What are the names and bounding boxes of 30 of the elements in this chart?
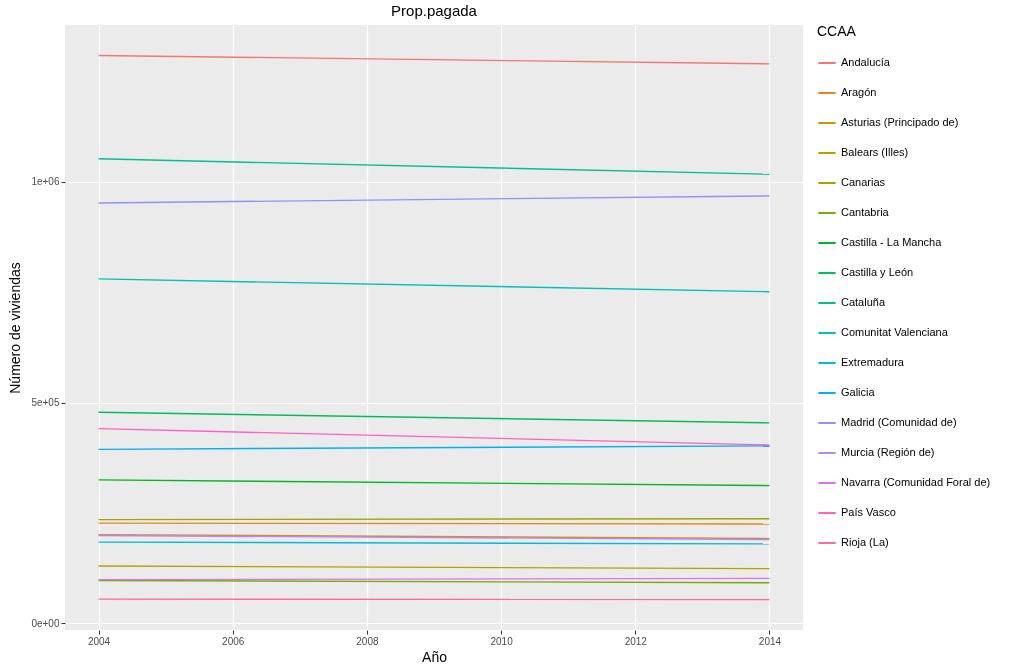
chart-title: Prop.pagada [391, 2, 478, 19]
x-tick-label: 2004 [87, 635, 111, 647]
legend-label: Galicia [841, 386, 876, 398]
y-tick-label: 0e+00 [31, 617, 60, 629]
y-axis-title: Número de viviendas [7, 262, 24, 394]
legend-label: Andalucía [841, 56, 891, 68]
legend-label: Balears (Illes) [841, 146, 909, 158]
legend-title: CCAA [817, 23, 857, 39]
x-tick-label: 2006 [222, 635, 245, 647]
y-tick-label: 1e+06 [31, 176, 60, 188]
legend-label: País Vasco [841, 506, 896, 518]
x-tick-label: 2014 [758, 635, 782, 647]
x-tick-label: 2012 [624, 635, 648, 647]
legend-label: Cantabria [841, 206, 890, 218]
y-tick-label: 5e+05 [31, 397, 60, 409]
legend-label: Asturias (Principado de) [841, 116, 959, 128]
legend-label: Navarra (Comunidad Foral de) [841, 476, 991, 488]
legend-label: Cataluña [841, 296, 886, 308]
legend-label: Castilla - La Mancha [841, 236, 943, 248]
legend-label: Comunitat Valenciana [841, 326, 949, 338]
x-axis-title: Año [422, 648, 448, 665]
legend-label: Aragón [841, 86, 877, 98]
legend-label: Castilla y León [841, 266, 914, 278]
legend-label: Extremadura [841, 356, 905, 368]
legend-label: Canarias [841, 176, 886, 188]
legend-label: Murcia (Región de) [841, 446, 935, 458]
x-tick-label: 2008 [356, 635, 379, 647]
legend-label: Rioja (La) [841, 536, 889, 548]
x-tick-label: 2010 [490, 635, 514, 647]
legend-label: Madrid (Comunidad de) [841, 416, 957, 428]
